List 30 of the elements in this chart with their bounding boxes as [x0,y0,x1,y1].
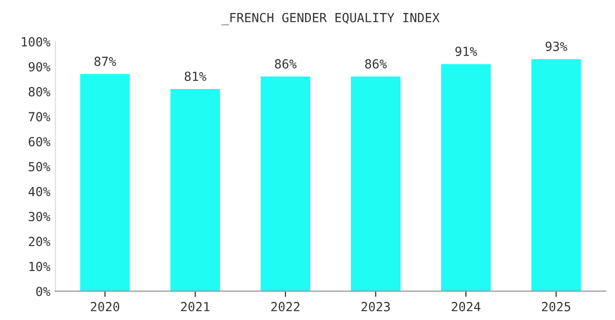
bar [441,64,491,292]
x-tick-label: 2022 [271,302,300,312]
y-tick-label: 60% [28,136,50,146]
data-label: 86% [365,59,387,69]
bar [170,89,220,292]
y-tick-label: 20% [28,236,50,246]
bar [531,59,581,292]
x-tick-label: 2025 [542,302,570,312]
y-tick-label: 30% [28,212,50,222]
bar [80,74,130,292]
bar [350,76,400,292]
bar [260,76,310,292]
data-label: 86% [274,59,297,69]
y-tick-label: 0% [36,286,50,296]
x-tick-label: 2024 [452,302,480,312]
y-tick-label: 40% [28,186,50,196]
data-label: 81% [184,72,206,82]
chart-title: _FRENCH GENDER EQUALITY INDEX [221,12,440,26]
x-tick-label: 2020 [90,302,120,312]
x-tick-label: 2021 [181,302,210,312]
y-tick-label: 70% [28,112,50,122]
data-label: 91% [455,46,477,56]
y-tick-label: 10% [29,262,50,272]
y-tick-label: 90% [28,62,50,72]
y-tick-label: 50% [28,162,50,172]
y-tick-label: 100% [22,37,50,47]
data-label: 87% [94,56,116,66]
data-label: 93% [546,42,568,52]
y-tick-label: 80% [28,87,50,96]
x-tick-label: 2023 [362,302,390,312]
